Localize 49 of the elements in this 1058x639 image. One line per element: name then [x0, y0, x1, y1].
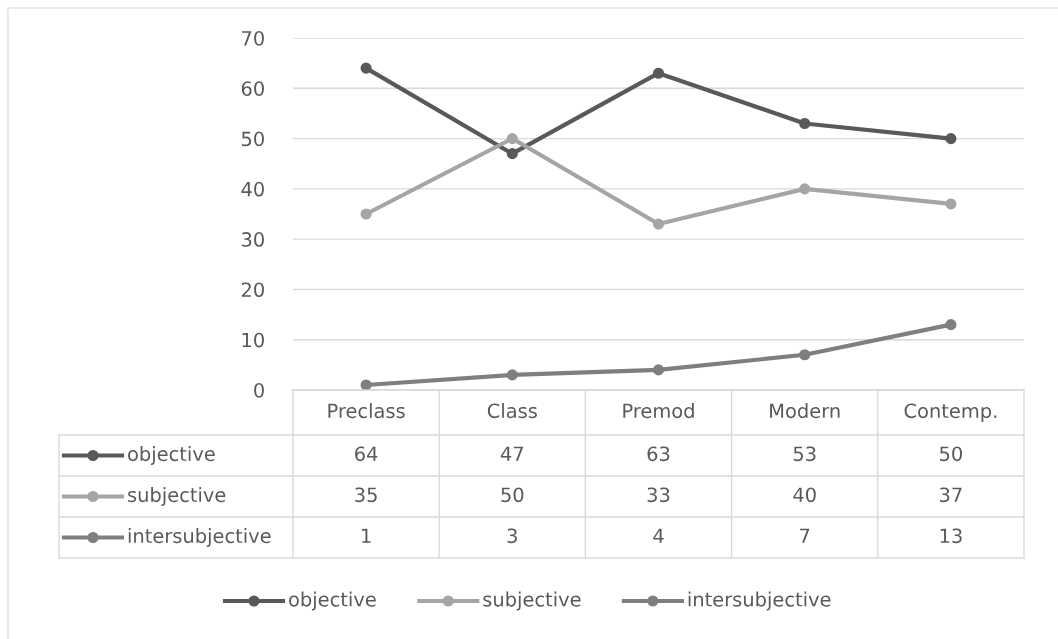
point [506, 148, 518, 160]
point [360, 208, 372, 220]
data-label: 40 [793, 487, 816, 503]
data-label: 13 [940, 528, 962, 544]
data-label: 3 [507, 528, 517, 544]
point [945, 133, 957, 145]
point [360, 62, 372, 74]
data-label: 50 [501, 487, 524, 503]
point [360, 379, 372, 390]
y-tick-label: 20 [241, 282, 264, 298]
y-tick-label: 50 [241, 131, 264, 147]
point [652, 218, 665, 230]
point [652, 364, 665, 376]
data-label: 50 [940, 446, 962, 462]
y-tick-label: 70 [242, 30, 264, 46]
text: subjective [483, 591, 581, 611]
data-label: 64 [355, 446, 378, 462]
point [799, 183, 811, 195]
point [945, 198, 957, 210]
point [506, 133, 518, 145]
data-label: 1 [362, 528, 371, 543]
data-label: 47 [500, 446, 524, 461]
data-label: 35 [355, 487, 377, 503]
point [799, 349, 811, 361]
x-tick-label: Contemp. [904, 403, 997, 422]
point [652, 67, 665, 79]
legend-label: subjective [128, 487, 226, 506]
y-tick-label: 30 [241, 232, 264, 247]
x-tick-label: Class [487, 403, 537, 419]
y-tick-label: 0 [254, 382, 264, 398]
legend-label: objective [128, 446, 215, 465]
data-label: 63 [647, 446, 670, 462]
data-label: 53 [793, 446, 816, 462]
data-label: 7 [800, 528, 810, 543]
x-tick-label: Modern [770, 403, 840, 419]
legend-label: intersubjective [128, 528, 271, 547]
text: objective [289, 591, 376, 611]
x-tick-label: Premod [623, 403, 694, 419]
y-tick-label: 40 [241, 181, 264, 197]
point [799, 117, 811, 130]
data-label: 33 [647, 487, 670, 503]
data-label: 37 [940, 487, 962, 503]
y-tick-label: 10 [242, 332, 264, 348]
y-tick-label: 60 [241, 81, 264, 96]
text: intersubjective [688, 591, 831, 611]
data-label: 4 [653, 528, 664, 543]
x-tick-label: Preclass [328, 403, 405, 419]
point [945, 319, 957, 331]
point [506, 369, 518, 381]
